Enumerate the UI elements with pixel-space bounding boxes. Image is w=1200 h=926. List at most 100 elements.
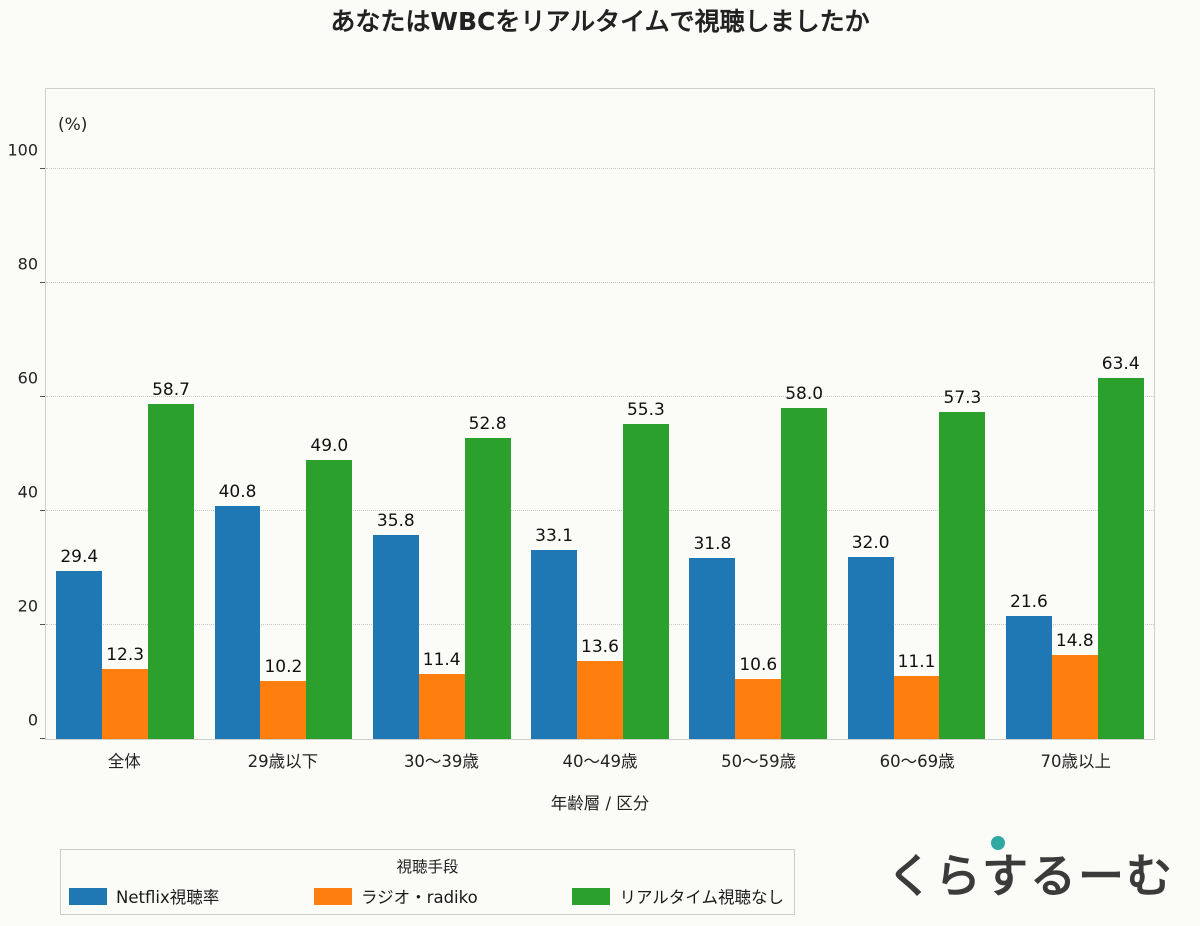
brand-logo-dot-icon (990, 836, 1005, 850)
bar-wrap: 58.7 (148, 89, 194, 739)
ytick-label: 0 (27, 710, 38, 730)
ytick-mark (40, 509, 45, 511)
gridline (46, 281, 1154, 283)
bar-wrap: 63.4 (1097, 89, 1144, 739)
legend-label: リアルタイム視聴なし (619, 888, 784, 907)
bar-wrap: 10.6 (735, 89, 782, 739)
bar-value-label: 58.0 (785, 384, 824, 405)
bar (1097, 377, 1144, 739)
bar-value-label: 13.6 (581, 637, 619, 658)
bar-value-label: 12.3 (106, 644, 145, 665)
chart-title: あなたはWBCをリアルタイムで視聴しましたか (330, 7, 870, 36)
bar (148, 404, 194, 739)
bar-wrap: 21.6 (1005, 89, 1052, 739)
bar-value-label: 33.1 (535, 526, 574, 547)
bar-value-label: 40.8 (218, 482, 257, 503)
xtick-label: 29歳以下 (247, 752, 319, 771)
bar-groups: 29.4 12.3 58.7 40.8 10.2 49.0 35.8 11.4 52.8 33.1… (46, 89, 1154, 739)
legend-item: ラジオ・radiko (314, 884, 478, 908)
bar (464, 437, 511, 739)
legend-swatch-icon (69, 887, 107, 905)
bar-value-label: 57.3 (943, 388, 982, 409)
ytick-label: 20 (17, 596, 38, 616)
ytick-label: 40 (17, 482, 38, 502)
legend-label: ラジオ・radiko (361, 888, 478, 907)
bar (781, 408, 828, 739)
legend-swatch-icon (572, 887, 611, 905)
bar (847, 556, 894, 739)
bar (418, 674, 465, 739)
legend: 視聴手段 Netflix視聴率 ラジオ・radiko リアルタイム視聴なし (60, 849, 795, 915)
bar-value-label: 11.1 (897, 651, 936, 672)
bar-value-label: 49.0 (310, 435, 349, 456)
bar (214, 506, 261, 739)
bar-value-label: 14.8 (1055, 630, 1094, 651)
bar-wrap: 40.8 (214, 89, 261, 739)
legend-item: リアルタイム視聴なし (572, 884, 784, 908)
bar (56, 571, 103, 739)
bar-value-label: 11.4 (422, 650, 461, 670)
x-axis-label: 年齢層 / 区分 (550, 794, 650, 813)
legend-title: 視聴手段 (396, 858, 459, 876)
ytick-label: 80 (17, 254, 38, 274)
bar-value-label: 32.0 (851, 532, 890, 553)
brand-logo-text: くらするーむ (886, 849, 1174, 903)
ytick-mark (40, 738, 45, 739)
bar-group: 21.6 14.8 63.4 (996, 89, 1154, 739)
bar-value-label: 21.6 (1010, 591, 1048, 612)
bar-value-label: 10.6 (739, 654, 778, 675)
y-axis-unit-label: (%) (58, 115, 88, 135)
bar-wrap: 58.0 (781, 89, 828, 739)
bar (893, 675, 940, 739)
bar-value-label: 63.4 (1101, 353, 1140, 374)
bar-wrap: 35.8 (372, 89, 419, 739)
ytick-label: 60 (17, 368, 38, 388)
xtick-label: 全体 (107, 752, 141, 771)
ytick-mark (40, 167, 45, 169)
xtick-label: 50〜59歳 (721, 752, 797, 771)
brand-logo: くらするーむ (886, 836, 1174, 906)
bar-wrap: 11.4 (418, 89, 465, 739)
bar (735, 678, 782, 739)
bar (1005, 615, 1052, 739)
bar-wrap: 55.3 (622, 89, 669, 739)
bar-wrap: 10.2 (260, 89, 307, 739)
legend-label: Netflix視聴率 (116, 888, 220, 907)
bar-group: 35.8 11.4 52.8 (363, 89, 521, 739)
bar-wrap: 57.3 (939, 89, 986, 739)
bar-wrap: 32.0 (847, 89, 894, 739)
bar-value-label: 10.2 (264, 656, 303, 677)
plot-area: (%) 29.4 12.3 58.7 40.8 10.2 49.0 35.8 11.4 52.8… (7, 88, 1155, 740)
xtick-label: 70歳以上 (1040, 752, 1112, 771)
bar-group: 31.8 10.6 58.0 (679, 89, 837, 739)
xtick-label: 60〜69歳 (879, 752, 955, 771)
bar-wrap: 33.1 (531, 89, 578, 739)
ytick-mark (40, 623, 45, 625)
bar-group: 40.8 10.2 49.0 (204, 89, 362, 739)
bar (689, 557, 736, 739)
ytick-mark (40, 395, 45, 397)
gridline (46, 623, 1154, 625)
bar (622, 423, 669, 739)
gridline (46, 167, 1154, 169)
bar-value-label: 58.7 (152, 380, 190, 401)
bar-wrap: 13.6 (577, 89, 623, 739)
bar-value-label: 35.8 (376, 510, 415, 531)
bar-wrap: 31.8 (689, 89, 736, 739)
bar-wrap: 12.3 (102, 89, 149, 739)
bar-wrap: 11.1 (893, 89, 940, 739)
bar-wrap: 14.8 (1051, 89, 1098, 739)
gridline (46, 509, 1154, 511)
bar (939, 412, 986, 739)
xtick-label: 30〜39歳 (403, 752, 479, 771)
bar-group: 33.1 13.6 55.3 (521, 89, 679, 739)
legend-swatch-icon (314, 887, 352, 905)
gridline (46, 395, 1154, 397)
bar (577, 661, 623, 739)
bar-wrap: 52.8 (464, 89, 511, 739)
xtick-label: 40〜49歳 (562, 752, 638, 771)
bar (306, 459, 353, 739)
bar-value-label: 55.3 (626, 399, 665, 420)
bar-value-label: 52.8 (468, 413, 507, 434)
